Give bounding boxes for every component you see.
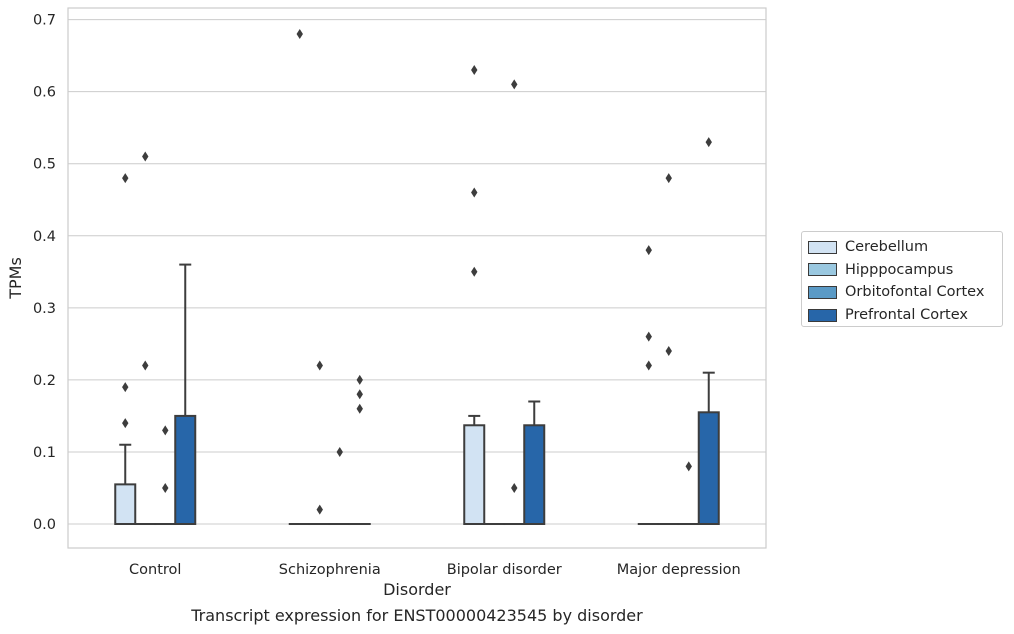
outlier-point (316, 504, 323, 515)
legend-swatch-cerebellum (808, 240, 837, 254)
legend: Cerebellum Hipppocampus Orbitofontal Cor… (801, 231, 1003, 327)
y-tick-label: 0.1 (33, 445, 56, 461)
y-axis-label: TPMs (6, 257, 25, 300)
x-tick-label: Schizophrenia (279, 562, 381, 578)
y-tick-label: 0.2 (33, 373, 56, 389)
box (114, 483, 137, 526)
outlier-point (645, 360, 652, 371)
outlier-point (122, 382, 129, 393)
outlier-point (142, 151, 149, 162)
y-tick-label: 0.7 (33, 13, 56, 29)
figure-caption: Transcript expression for ENST0000042354… (191, 606, 643, 625)
outlier-point (645, 331, 652, 342)
outlier-point (162, 425, 169, 436)
plot-frame (67, 7, 767, 549)
legend-item: Prefrontal Cortex (808, 304, 1002, 327)
outlier-point (162, 482, 169, 493)
x-tick-label: Major depression (617, 562, 741, 578)
outlier-point (356, 374, 363, 385)
outlier-point (645, 245, 652, 256)
x-tick-label: Control (129, 562, 181, 578)
outlier-point (122, 173, 129, 184)
outlier-point (356, 389, 363, 400)
outlier-point (296, 28, 303, 39)
outlier-point (511, 482, 518, 493)
legend-item: Orbitofontal Cortex (808, 281, 1002, 304)
x-tick-label: Bipolar disorder (447, 562, 562, 578)
y-tick-label: 0.6 (33, 85, 56, 101)
box (174, 414, 197, 525)
outlier-point (471, 65, 478, 76)
y-tick-label: 0.3 (33, 301, 56, 317)
outlier-point (511, 79, 518, 90)
legend-swatch-orbitofrontal (808, 285, 837, 299)
outlier-point (356, 403, 363, 414)
box (463, 424, 486, 525)
outlier-point (705, 137, 712, 148)
legend-item: Hipppocampus (808, 259, 1002, 282)
x-axis-label: Disorder (383, 580, 451, 599)
y-tick-label: 0.0 (33, 517, 56, 533)
legend-label: Hipppocampus (845, 261, 954, 278)
outlier-point (665, 346, 672, 357)
outlier-point (665, 173, 672, 184)
outlier-point (142, 360, 149, 371)
box (523, 424, 546, 525)
box (697, 411, 720, 526)
y-tick-label: 0.4 (33, 229, 56, 245)
outlier-point (316, 360, 323, 371)
y-tick-label: 0.5 (33, 157, 56, 173)
outlier-point (471, 187, 478, 198)
legend-swatch-prefrontal (808, 308, 837, 322)
outlier-point (122, 418, 129, 429)
legend-swatch-hippocampus (808, 263, 837, 277)
legend-label: Prefrontal Cortex (845, 307, 968, 324)
outlier-point (471, 266, 478, 277)
outlier-point (685, 461, 692, 472)
legend-label: Cerebellum (845, 239, 929, 256)
legend-label: Orbitofontal Cortex (845, 284, 985, 301)
boxplot-chart: 0.0 0.1 0.2 0.3 0.4 0.5 0.6 0.7 Control Schizophr… (6, 7, 767, 599)
legend-item: Cerebellum (808, 236, 1002, 259)
outlier-point (336, 446, 343, 457)
